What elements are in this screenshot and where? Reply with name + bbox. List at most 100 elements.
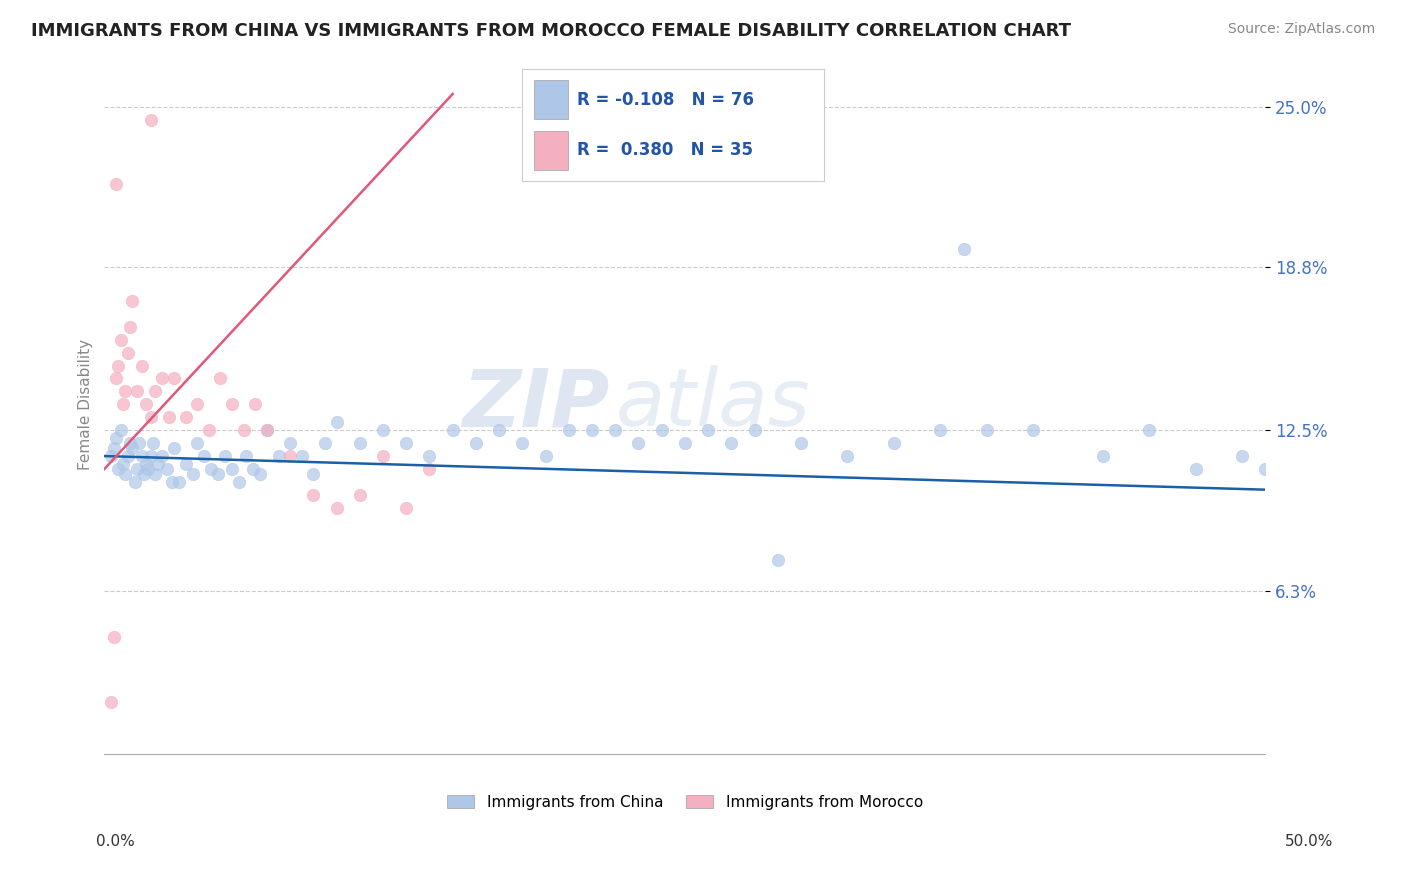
Point <box>720 436 742 450</box>
Point <box>1254 462 1277 476</box>
Point <box>135 397 157 411</box>
Point <box>117 345 139 359</box>
Point <box>371 423 394 437</box>
Point <box>766 552 789 566</box>
Point <box>110 423 132 437</box>
Point <box>232 423 254 437</box>
Point <box>145 467 167 482</box>
Point <box>107 462 129 476</box>
Point <box>605 423 627 437</box>
Point <box>395 436 418 450</box>
Point <box>744 423 766 437</box>
Point <box>242 462 264 476</box>
Point <box>200 462 222 476</box>
Point <box>488 423 510 437</box>
Point <box>152 371 174 385</box>
Point <box>278 449 301 463</box>
Point <box>156 462 179 476</box>
Point <box>174 410 197 425</box>
Point <box>464 436 486 450</box>
Point <box>291 449 314 463</box>
Point <box>512 436 534 450</box>
Point <box>138 462 160 476</box>
Point <box>104 431 127 445</box>
Point <box>221 462 243 476</box>
Point <box>181 467 204 482</box>
Point <box>441 423 464 437</box>
Point <box>790 436 813 450</box>
Point <box>534 449 557 463</box>
Point <box>157 410 180 425</box>
Point <box>163 442 186 456</box>
Point <box>186 397 208 411</box>
Point <box>256 423 278 437</box>
Point <box>117 449 139 463</box>
Point <box>152 449 174 463</box>
Point <box>118 436 141 450</box>
Point <box>697 423 720 437</box>
Point <box>186 436 208 450</box>
Point <box>228 475 250 489</box>
Point <box>235 449 257 463</box>
Point <box>139 449 162 463</box>
Point <box>627 436 650 450</box>
Text: 0.0%: 0.0% <box>96 834 135 848</box>
Point <box>558 423 581 437</box>
Point <box>929 423 952 437</box>
Point <box>314 436 336 450</box>
Point <box>167 475 190 489</box>
Point <box>104 371 127 385</box>
Point <box>325 416 347 430</box>
Text: Source: ZipAtlas.com: Source: ZipAtlas.com <box>1227 22 1375 37</box>
Point <box>198 423 221 437</box>
Text: ZIP: ZIP <box>463 366 609 443</box>
Point <box>146 457 169 471</box>
Point <box>110 333 132 347</box>
Point <box>163 371 186 385</box>
Text: IMMIGRANTS FROM CHINA VS IMMIGRANTS FROM MOROCCO FEMALE DISABILITY CORRELATION C: IMMIGRANTS FROM CHINA VS IMMIGRANTS FROM… <box>31 22 1071 40</box>
Point <box>249 467 271 482</box>
Point <box>325 500 347 515</box>
Point <box>209 371 232 385</box>
Point <box>278 436 301 450</box>
Point <box>114 384 136 399</box>
Point <box>100 449 122 463</box>
Point <box>104 178 127 192</box>
Point <box>124 475 146 489</box>
Y-axis label: Female Disability: Female Disability <box>79 339 93 470</box>
Point <box>121 442 143 456</box>
Point <box>107 359 129 373</box>
Point <box>145 384 167 399</box>
Point <box>139 112 162 127</box>
Point <box>131 359 153 373</box>
Point <box>256 423 278 437</box>
Point <box>103 442 125 456</box>
Point <box>193 449 215 463</box>
Point <box>103 630 125 644</box>
Point <box>131 449 153 463</box>
Point <box>1137 423 1160 437</box>
Point <box>160 475 183 489</box>
Point <box>139 410 162 425</box>
Point <box>125 462 148 476</box>
Point <box>976 423 998 437</box>
Point <box>302 467 325 482</box>
Point <box>952 242 974 256</box>
Text: atlas: atlas <box>616 366 810 443</box>
Point <box>142 436 165 450</box>
Point <box>371 449 394 463</box>
Point <box>132 467 155 482</box>
Point <box>245 397 267 411</box>
Point <box>302 488 325 502</box>
Point <box>837 449 859 463</box>
Point <box>1184 462 1206 476</box>
Point <box>418 449 440 463</box>
Point <box>267 449 290 463</box>
Point <box>111 397 134 411</box>
Point <box>121 293 143 308</box>
Point <box>418 462 440 476</box>
Point <box>100 695 122 709</box>
Point <box>581 423 603 437</box>
Point <box>651 423 673 437</box>
Point <box>135 457 157 471</box>
